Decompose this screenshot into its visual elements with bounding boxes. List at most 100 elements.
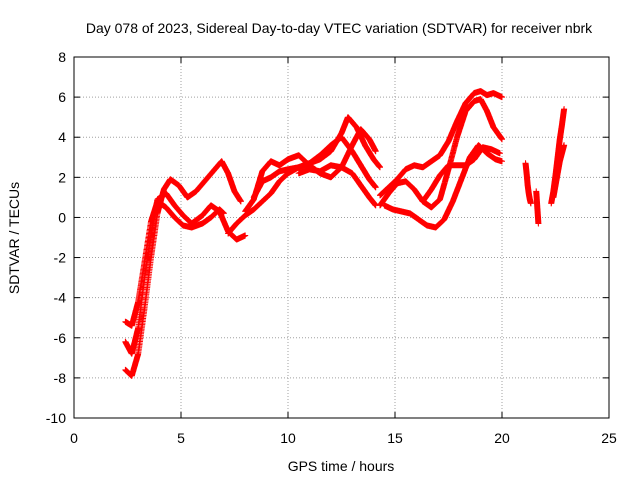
data-point	[297, 154, 300, 157]
data-point	[124, 320, 127, 323]
data-point	[137, 300, 139, 303]
data-point	[486, 110, 488, 112]
data-point	[528, 192, 530, 195]
data-point	[319, 170, 321, 173]
data-point	[131, 353, 133, 355]
data-point	[387, 192, 390, 195]
data-point	[430, 206, 433, 209]
data-point	[244, 214, 246, 217]
data-point	[308, 168, 311, 171]
data-point	[396, 182, 398, 185]
y-tick-label: -8	[54, 370, 67, 386]
data-point	[364, 144, 366, 146]
data-point	[409, 212, 411, 215]
data-point	[434, 226, 437, 229]
x-tick-label: 5	[177, 430, 185, 446]
data-series	[377, 88, 505, 199]
data-point	[374, 150, 377, 153]
data-point	[477, 144, 480, 146]
y-tick-label: 8	[58, 49, 66, 65]
data-point	[278, 180, 281, 183]
data-series	[419, 144, 503, 205]
data-point	[218, 208, 221, 211]
data-point	[201, 214, 204, 217]
data-point	[494, 158, 497, 161]
data-point	[481, 146, 484, 149]
data-point	[201, 222, 204, 225]
data-point	[165, 192, 167, 195]
data-point	[150, 220, 152, 223]
data-point	[479, 98, 482, 100]
data-point	[554, 184, 557, 187]
data-point	[439, 198, 441, 201]
y-tick-label: 0	[58, 209, 66, 225]
data-point	[430, 188, 433, 191]
data-point	[163, 188, 165, 191]
data-point	[452, 200, 454, 203]
data-series	[295, 162, 379, 209]
data-point	[501, 138, 503, 140]
data-point	[526, 184, 529, 187]
x-tick-label: 10	[280, 430, 296, 446]
data-point	[278, 164, 281, 167]
data-point	[529, 198, 531, 201]
data-point	[340, 132, 343, 134]
data-point	[537, 222, 540, 225]
data-point	[430, 160, 433, 163]
x-tick-label: 25	[601, 430, 617, 446]
x-tick-label: 0	[70, 430, 78, 446]
data-points	[122, 88, 568, 379]
data-point	[559, 160, 561, 163]
data-point	[473, 100, 476, 102]
y-axis-label: SDTVAR / TECUs	[6, 182, 22, 294]
data-point	[368, 196, 371, 199]
data-point	[456, 164, 458, 167]
data-point	[525, 172, 528, 175]
data-point	[195, 190, 197, 193]
data-point	[355, 126, 358, 128]
x-tick-label: 15	[387, 430, 403, 446]
data-series	[122, 198, 227, 329]
data-point	[319, 158, 321, 161]
data-point	[447, 164, 450, 167]
data-point	[501, 160, 503, 163]
data-point	[404, 180, 407, 183]
data-point	[351, 150, 354, 153]
data-point	[447, 140, 450, 142]
data-point	[530, 202, 532, 205]
data-point	[374, 186, 377, 189]
data-point	[270, 160, 272, 163]
data-point	[374, 204, 377, 207]
data-point	[182, 214, 184, 217]
y-tick-label: -2	[54, 250, 67, 266]
data-point	[190, 222, 193, 225]
data-point	[552, 196, 555, 199]
data-point	[422, 200, 424, 203]
data-point	[469, 156, 471, 159]
data-point	[233, 190, 236, 193]
data-point	[535, 190, 537, 193]
data-point	[261, 170, 264, 173]
data-point	[124, 369, 127, 371]
data-point	[439, 174, 441, 177]
data-point	[524, 162, 527, 165]
plot-frame	[73, 56, 610, 419]
data-point	[173, 216, 176, 219]
data-point	[210, 216, 212, 219]
data-point	[223, 212, 225, 215]
data-point	[173, 204, 176, 207]
data-point	[561, 124, 563, 126]
data-point	[165, 206, 167, 209]
data-point	[392, 208, 394, 211]
data-point	[351, 144, 354, 146]
data-point	[351, 172, 354, 175]
data-point	[287, 158, 289, 161]
data-point	[210, 204, 212, 207]
data-point	[270, 176, 272, 179]
data-point	[417, 218, 420, 221]
data-point	[143, 306, 146, 309]
data-point	[190, 226, 193, 229]
x-axis-label: GPS time / hours	[288, 458, 395, 474]
